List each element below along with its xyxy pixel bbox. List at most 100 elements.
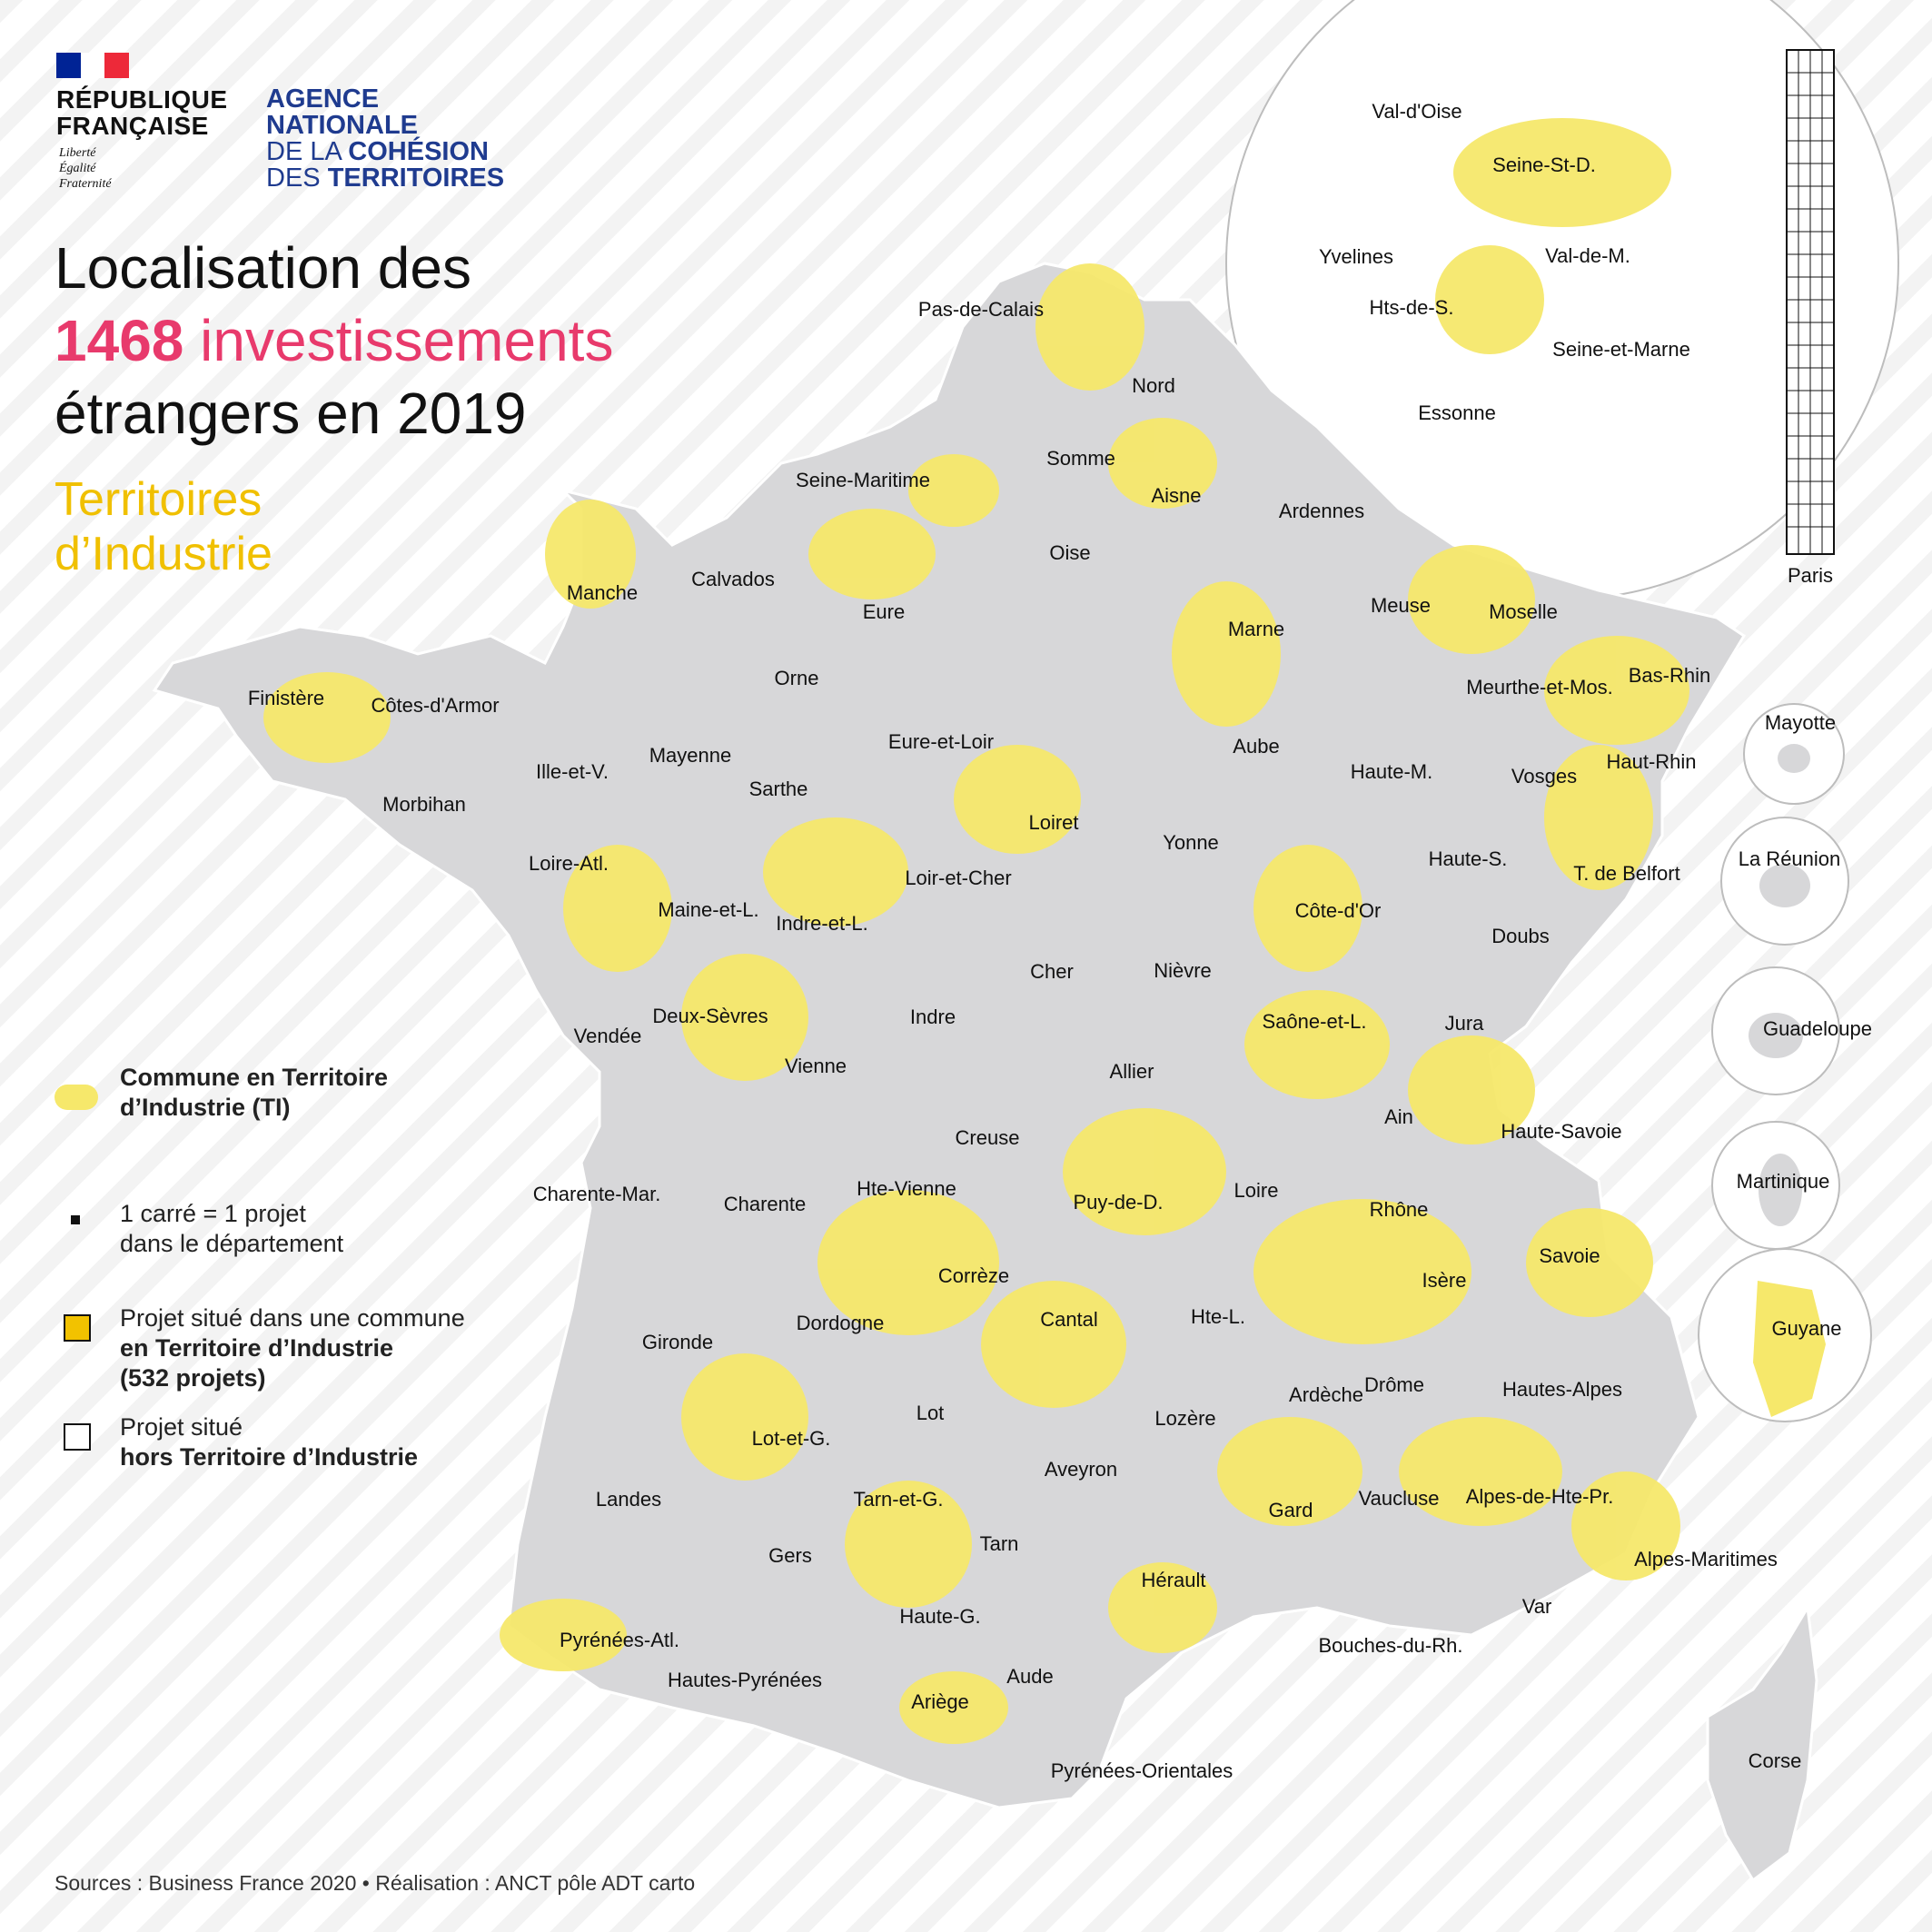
department-label: Tarn-et-G.: [853, 1488, 943, 1511]
department-label: Mayenne: [649, 744, 732, 767]
department-label: Isère: [1422, 1269, 1467, 1292]
department-label: Lot: [916, 1402, 945, 1424]
department-label: Bas-Rhin: [1629, 664, 1710, 687]
department-label: Maine-et-L.: [658, 898, 758, 921]
department-label: Deux-Sèvres: [652, 1005, 768, 1027]
department-label: Saône-et-L.: [1263, 1010, 1367, 1033]
department-label: Seine-St-D.: [1492, 154, 1596, 176]
department-label: La Réunion: [1739, 847, 1841, 870]
department-label: Vosges: [1511, 765, 1577, 788]
department-label: Puy-de-D.: [1073, 1191, 1163, 1214]
department-label: Landes: [596, 1488, 661, 1511]
department-label: Meurthe-et-Mos.: [1466, 676, 1612, 698]
department-label: Somme: [1046, 447, 1115, 470]
department-label: Loire: [1234, 1179, 1279, 1202]
department-label: Sarthe: [749, 778, 808, 800]
department-label: Gard: [1269, 1499, 1313, 1521]
department-label: Lot-et-G.: [752, 1427, 831, 1450]
map-subtitle: Territoires d’Industrie: [54, 473, 272, 580]
department-label: Nord: [1132, 374, 1175, 397]
legend-white-square-icon: [64, 1423, 91, 1451]
department-label: Val-de-M.: [1545, 244, 1630, 267]
department-label: Nièvre: [1154, 959, 1212, 982]
department-label: Marne: [1228, 618, 1284, 640]
department-label: Doubs: [1491, 925, 1550, 947]
department-label: T. de Belfort: [1573, 862, 1679, 885]
department-label: Orne: [775, 667, 819, 689]
department-label: Martinique: [1737, 1170, 1830, 1193]
department-label: Gironde: [642, 1331, 713, 1353]
corse-island: [1706, 1603, 1818, 1883]
department-label: Corse: [1749, 1749, 1802, 1772]
department-label: Manche: [567, 581, 638, 604]
department-label: Indre: [910, 1006, 956, 1028]
department-label: Loir-et-Cher: [905, 867, 1011, 889]
territoires-industrie-areas: [263, 118, 1689, 1744]
department-label: Hautes-Alpes: [1502, 1378, 1622, 1401]
department-label: Loiret: [1028, 811, 1078, 834]
devise: Liberté Égalité Fraternité: [59, 146, 112, 191]
department-label: Calvados: [691, 568, 775, 590]
department-label: Seine-et-Marne: [1552, 338, 1690, 361]
department-label: Seine-Maritime: [796, 469, 930, 491]
department-label: Hte-L.: [1191, 1305, 1245, 1328]
department-label: Eure: [863, 600, 905, 623]
department-label: Ille-et-V.: [536, 760, 609, 783]
department-label: Essonne: [1418, 401, 1496, 424]
department-label: Morbihan: [382, 793, 466, 816]
anct-logo: AGENCE NATIONALE DE LA COHÉSION DES TERR…: [266, 84, 505, 193]
department-label: Ardèche: [1289, 1383, 1363, 1406]
department-label: Hautes-Pyrénées: [668, 1669, 822, 1691]
department-label: Finistère: [248, 687, 324, 709]
department-label: Haute-Savoie: [1501, 1120, 1621, 1143]
department-label: Creuse: [956, 1126, 1020, 1149]
department-label: Pyrénées-Orientales: [1051, 1759, 1234, 1782]
department-label: Moselle: [1489, 600, 1558, 623]
department-label: Drôme: [1364, 1373, 1424, 1396]
department-label: Haut-Rhin: [1606, 750, 1696, 773]
department-label: Vienne: [785, 1055, 847, 1077]
legend-unit-square-icon: [71, 1215, 80, 1224]
department-label: Guyane: [1771, 1317, 1841, 1340]
department-label: Oise: [1049, 541, 1090, 564]
department-label: Bouches-du-Rh.: [1319, 1634, 1463, 1657]
department-label: Rhône: [1370, 1198, 1429, 1221]
department-label: Charente: [724, 1193, 807, 1215]
department-label: Pyrénées-Atl.: [560, 1629, 679, 1651]
department-label: Hts-de-S.: [1370, 296, 1454, 319]
department-label: Côte-d'Or: [1295, 899, 1382, 922]
department-label: Alpes-Maritimes: [1634, 1548, 1778, 1570]
department-label: Vaucluse: [1359, 1487, 1440, 1510]
republique-francaise-logo: RÉPUBLIQUE FRANÇAISE: [56, 85, 228, 140]
map-title: Localisation des 1468 investissements ét…: [54, 235, 614, 446]
department-label: Haute-S.: [1429, 847, 1508, 870]
department-label: Vendée: [574, 1025, 642, 1047]
department-label: Meuse: [1371, 594, 1431, 617]
department-label: Var: [1522, 1595, 1552, 1618]
source-note: Sources : Business France 2020 • Réalisa…: [54, 1871, 696, 1895]
paris-project-bar: [1786, 49, 1835, 555]
department-label: Dordogne: [797, 1312, 885, 1334]
department-label: Loire-Atl.: [529, 852, 609, 875]
department-label: Charente-Mar.: [533, 1183, 661, 1205]
marianne-flag-icon: [56, 53, 129, 78]
department-label: Lozère: [1154, 1407, 1215, 1430]
department-label: Cher: [1030, 960, 1074, 983]
department-labels: Pas-de-Calais Nord Somme Aisne Seine-Maritim…: [248, 100, 1872, 1782]
department-label: Guadeloupe: [1763, 1017, 1872, 1040]
department-label: Yonne: [1163, 831, 1219, 854]
legend-yellow-square-icon: [64, 1314, 91, 1342]
department-label: Cantal: [1040, 1308, 1098, 1331]
department-label: Côtes-d'Armor: [371, 694, 499, 717]
department-label: Hérault: [1142, 1569, 1206, 1591]
department-label: Haute-M.: [1351, 760, 1432, 783]
department-label: Tarn: [980, 1532, 1019, 1555]
department-label: Mayotte: [1765, 711, 1836, 734]
department-label: Aube: [1233, 735, 1279, 758]
department-label: Alpes-de-Hte-Pr.: [1466, 1485, 1614, 1508]
department-label: Eure-et-Loir: [888, 730, 994, 753]
department-label: Allier: [1110, 1060, 1154, 1083]
department-label: Paris: [1788, 564, 1833, 587]
department-label: Gers: [768, 1544, 812, 1567]
